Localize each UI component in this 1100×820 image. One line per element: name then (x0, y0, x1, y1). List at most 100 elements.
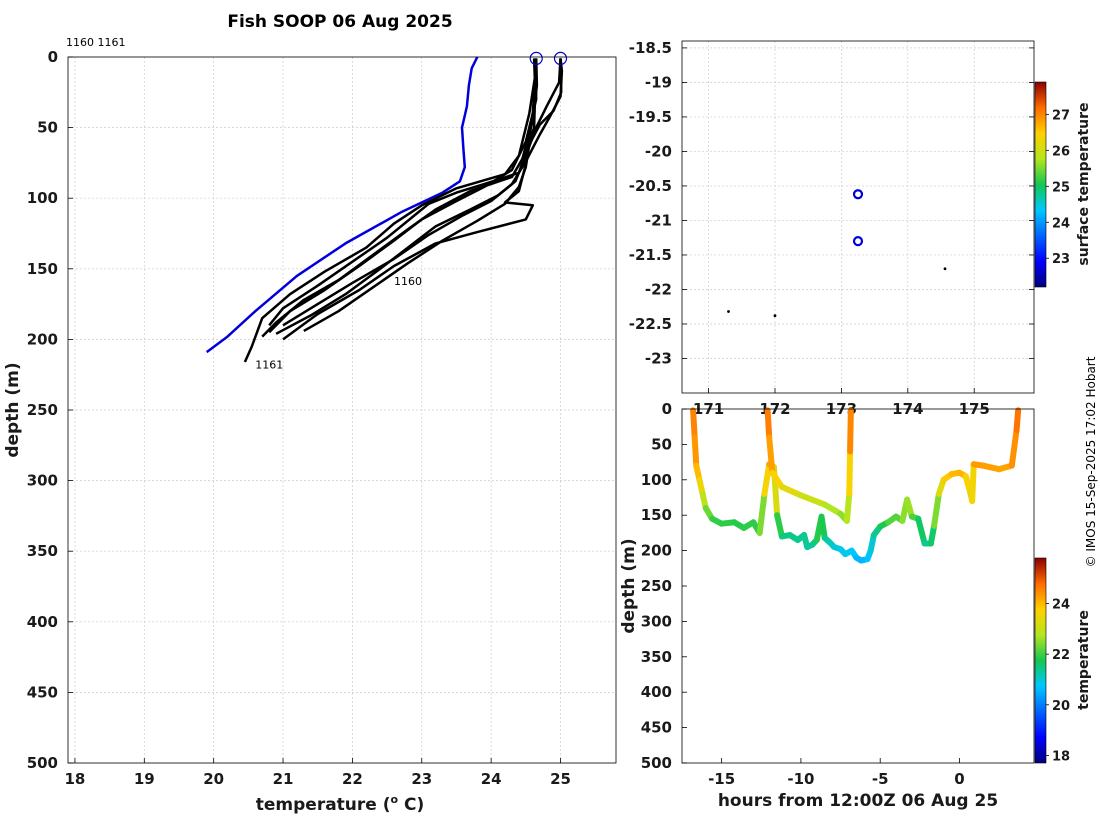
colorbar-label: surface temperature (1076, 102, 1092, 265)
colorbar-tick-label: 22 (1052, 648, 1070, 663)
temperature-track-segment (847, 407, 854, 455)
x-tick-label: -15 (708, 770, 735, 788)
track-position-dot (773, 314, 777, 318)
x-tick-labels: 18 19 20 21 22 23 24 25 (64, 758, 571, 788)
x-tick-label: 0 (954, 770, 964, 788)
profile-line (275, 58, 562, 335)
x-tick-labels: -15 -10 -5 0 (708, 758, 965, 788)
surface-temperature-colorbar (1034, 81, 1047, 288)
y-tick-label: -21 (645, 211, 672, 229)
temperature-track-segment (774, 512, 785, 540)
profile-id-annotation: 1161 (255, 358, 283, 371)
temperature-track-segment (969, 461, 977, 505)
profile-annotations: 1160 1161 (255, 275, 422, 371)
x-axis-label: hours from 12:00Z 06 Aug 25 (718, 791, 998, 811)
position-points (727, 189, 947, 318)
x-tick-label: 18 (64, 770, 85, 788)
y-tick-label: -22 (645, 280, 672, 298)
y-tick-label: 200 (641, 542, 672, 560)
y-tick-label: -19 (645, 73, 672, 91)
y-tick-label: 500 (27, 754, 58, 772)
mean-profile-line (205, 56, 479, 354)
colorbar-tick-label: 24 (1052, 598, 1070, 613)
y-tick-label: 500 (641, 754, 672, 772)
temperature-track-segment (1008, 427, 1020, 469)
y-tick-label: 200 (27, 330, 58, 348)
temperature-track-segment (691, 434, 700, 469)
y-tick-label: -21.5 (629, 246, 672, 264)
temperature-track-segment (690, 407, 698, 441)
y-tick-label: 300 (27, 472, 58, 490)
y-tick-label: -20 (645, 142, 672, 160)
temperature-colorbar (1034, 557, 1047, 764)
depth-time-panel: -15 -10 -5 0 0 50 100 150 200 250 300 350 400 450 500… (619, 400, 1092, 811)
track-position-dot (943, 267, 947, 271)
profile-id-labels: 1160 1161 (66, 36, 126, 49)
y-axis-label: depth (m) (619, 538, 639, 633)
temperature-track-segment (756, 490, 768, 536)
y-tick-label: 450 (27, 683, 58, 701)
grid (682, 41, 1034, 393)
x-tick-label: 21 (273, 770, 294, 788)
temperature-track-segment (821, 501, 844, 517)
colorbar-tick-label: 25 (1052, 180, 1070, 195)
temperature-track-segment (761, 461, 773, 497)
temperature-track-segment (843, 490, 853, 524)
profile-series (205, 56, 564, 363)
y-tick-label: 50 (37, 119, 58, 137)
colorbar-tick-label: 23 (1052, 252, 1070, 267)
temperature-track-segment (766, 434, 776, 476)
temperature-track-segment (846, 448, 854, 497)
x-tick-label: -10 (787, 770, 814, 788)
x-tick-label: 22 (342, 770, 363, 788)
y-tick-label: 400 (641, 683, 672, 701)
longitude-tick-labels: 171 172 173 174 175 (693, 388, 990, 418)
y-tick-label: 350 (641, 648, 672, 666)
grid (68, 56, 616, 764)
y-tick-label: 250 (27, 401, 58, 419)
y-tick-label: 350 (27, 542, 58, 560)
y-tick-label: 400 (27, 613, 58, 631)
temperature-track-segment (818, 513, 828, 541)
x-axis-label: temperature (o C) (256, 793, 425, 815)
y-tick-label: 300 (641, 612, 672, 630)
colorbar-tick-label: 26 (1052, 144, 1070, 159)
plot-frame (681, 408, 1035, 764)
y-tick-labels: 0 50 100 150 200 250 300 350 400 450 500 (27, 48, 73, 772)
x-tick-label: -5 (872, 770, 889, 788)
surface-marker (553, 51, 568, 66)
temperature-track-segment (915, 515, 928, 547)
y-axis-label: depth (m) (3, 362, 23, 457)
y-tick-label: 450 (641, 719, 672, 737)
profile-line (268, 59, 538, 327)
y-tick-label: -22.5 (629, 315, 672, 333)
chart-title: Fish SOOP 06 Aug 2025 (227, 12, 452, 32)
colorbar-tick-labels: 23 24 25 26 27 (1046, 108, 1070, 267)
y-tick-label: 50 (651, 435, 672, 453)
profile-id-annotation: 1160 (394, 275, 422, 288)
colorbar-tick-label: 27 (1052, 108, 1070, 123)
x-tick-label: 24 (481, 770, 502, 788)
colorbar-tick-label: 18 (1052, 749, 1070, 764)
x-tick-label: 23 (411, 770, 432, 788)
credit-text: © IMOS 15-Sep-2025 17:02 Hobart (1084, 356, 1098, 567)
y-tick-label: 0 (48, 48, 58, 66)
plot-frame (681, 40, 1035, 394)
surface-markers (529, 51, 568, 66)
temperature-track-segment (764, 407, 773, 441)
x-tick-label: 19 (134, 770, 155, 788)
colorbar-label: temperature (1076, 610, 1092, 710)
y-tick-label: -20.5 (629, 177, 672, 195)
temperature-profile-panel: 18 19 20 21 22 23 24 25 0 50 100 150 200 250 300 350 40… (3, 48, 617, 815)
temperature-track-segment (1013, 407, 1022, 434)
position-map-panel: 171 172 173 174 175 -18.5 -19 -19.5 -20 -20.5 -21… (629, 39, 1092, 418)
y-tick-label: 150 (27, 260, 58, 278)
temperature-track-segment (778, 483, 804, 499)
y-tick-label: -23 (645, 349, 672, 367)
profile-line (282, 58, 564, 327)
cast-position-marker (852, 236, 864, 247)
temperature-track (690, 407, 1022, 564)
y-tick-label: 100 (641, 471, 672, 489)
x-tick-label: 20 (203, 770, 224, 788)
